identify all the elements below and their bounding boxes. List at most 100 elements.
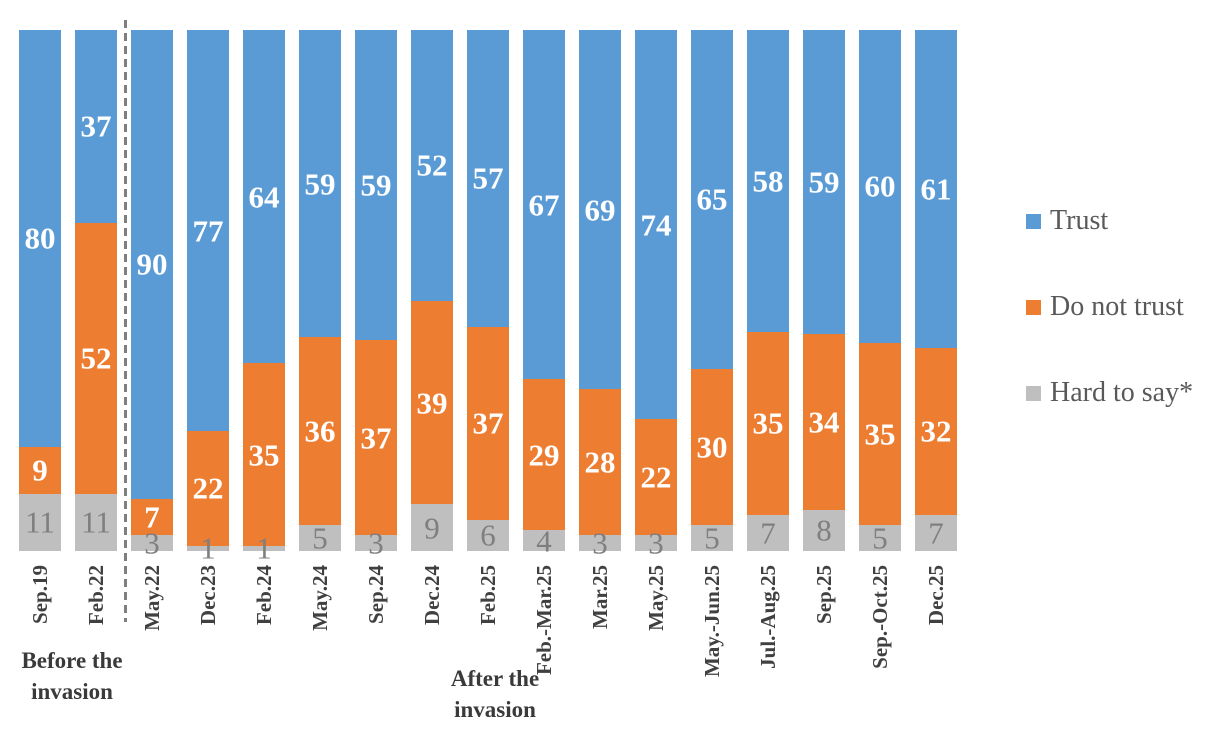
trust-segment: 90 (131, 30, 173, 499)
hard-to-say-segment: 1 (243, 533, 285, 564)
value-label: 22 (192, 470, 224, 506)
trust-segment: 58 (747, 30, 789, 333)
value-label: 59 (360, 167, 392, 203)
x-axis-label: Feb.-Mar.25 (532, 565, 556, 676)
value-label: 3 (592, 525, 608, 561)
trust-segment: 59 (803, 30, 845, 335)
do-not-trust-segment: 29 (523, 379, 565, 531)
value-label: 36 (304, 413, 336, 449)
value-label: 57 (472, 160, 504, 196)
trust-segment: 77 (187, 30, 229, 432)
bar-group: 67 29 4 (523, 30, 565, 556)
value-label: 9 (424, 510, 440, 546)
x-axis-label: Dec.24 (420, 565, 444, 626)
x-axis-label: Sep.-Oct.25 (868, 565, 892, 669)
legend-label-trust: Trust (1050, 205, 1109, 236)
legend-label-do-not-trust: Do not trust (1050, 291, 1184, 322)
bar-group: 65 30 5 (691, 30, 733, 556)
value-label: 7 (760, 515, 776, 551)
value-label: 7 (928, 515, 944, 551)
value-label: 4 (536, 523, 552, 559)
trust-segment: 69 (579, 30, 621, 390)
hard-to-say-segment: 9 (411, 504, 453, 551)
value-label: 3 (648, 525, 664, 561)
value-label: 3 (368, 525, 384, 561)
invasion-divider-line (124, 20, 127, 622)
trust-segment: 60 (859, 30, 901, 343)
hard-to-say-segment: 5 (859, 522, 901, 553)
trust-segment: 59 (299, 30, 341, 338)
do-not-trust-segment: 9 (19, 446, 61, 494)
hard-to-say-segment: 3 (131, 528, 173, 559)
x-axis-label: Feb.25 (476, 565, 500, 626)
bar-group: 80 9 11 (19, 30, 61, 551)
bar-group: 77 22 1 (187, 30, 229, 564)
value-label: 30 (696, 429, 728, 465)
hard-to-say-segment: 5 (691, 520, 733, 556)
x-axis-label: Dec.23 (196, 565, 220, 626)
value-label: 39 (416, 385, 448, 420)
x-axis-label: May.-Jun.25 (700, 565, 724, 678)
trust-swatch-icon (1026, 213, 1041, 229)
do-not-trust-segment: 35 (243, 363, 285, 546)
value-label: 67 (528, 187, 560, 223)
after-invasion-line1: After the (450, 666, 540, 691)
bar-group: 61 32 7 (915, 30, 957, 551)
value-label: 69 (584, 192, 616, 228)
legend-item-trust: Trust (1026, 206, 1193, 236)
bar-group: 58 35 7 (747, 30, 789, 551)
do-not-trust-segment: 28 (579, 389, 621, 536)
trust-segment: 57 (467, 30, 509, 327)
after-invasion-line2: invasion (454, 697, 536, 722)
value-label: 61 (920, 171, 952, 207)
value-label: 35 (864, 416, 896, 452)
value-label: 65 (696, 181, 728, 217)
x-axis-label: Sep.19 (28, 565, 52, 624)
bar-group: 90 7 3 (131, 30, 173, 559)
do-not-trust-segment: 35 (859, 342, 901, 525)
value-label: 1 (200, 530, 216, 566)
value-label: 34 (808, 404, 840, 440)
bar-group: 60 35 5 (859, 30, 901, 553)
trust-segment: 65 (691, 30, 733, 369)
trust-segment: 80 (19, 30, 61, 447)
trust-segment: 37 (75, 30, 117, 223)
do-not-trust-segment: 22 (635, 419, 677, 536)
value-label: 60 (864, 168, 896, 204)
do-not-trust-segment: 37 (355, 340, 397, 536)
legend-item-hard-to-say: Hard to say* (1026, 378, 1193, 408)
bar-group: 52 39 9 (411, 30, 453, 551)
do-not-trust-segment: 37 (467, 326, 509, 520)
value-label: 64 (248, 179, 280, 215)
before-invasion-line2: invasion (31, 679, 113, 704)
bar-group: 59 37 3 (355, 30, 397, 559)
before-invasion-line1: Before the (21, 648, 123, 673)
value-label: 28 (584, 444, 616, 480)
trust-segment: 67 (523, 30, 565, 380)
bar-group: 74 22 3 (635, 30, 677, 559)
value-label: 52 (80, 340, 112, 376)
value-label: 52 (416, 147, 448, 183)
do-not-trust-segment: 39 (411, 300, 453, 505)
value-label: 35 (752, 405, 784, 441)
value-label: 11 (81, 504, 111, 540)
hard-to-say-segment: 11 (19, 493, 61, 551)
value-label: 32 (920, 413, 952, 449)
hard-to-say-segment: 5 (299, 520, 341, 556)
value-label: 5 (312, 520, 328, 556)
do-not-trust-segment: 22 (187, 431, 229, 546)
x-axis-label: May.22 (140, 565, 164, 631)
legend-label-hard-to-say: Hard to say* (1050, 377, 1194, 408)
do-not-trust-segment: 7 (131, 498, 173, 536)
trust-segment: 74 (635, 30, 677, 420)
value-label: 29 (528, 437, 560, 473)
bar-group: 69 28 3 (579, 30, 621, 559)
value-label: 5 (704, 520, 720, 556)
do-not-trust-segment: 32 (915, 347, 957, 515)
x-axis-label: May.24 (308, 565, 332, 631)
value-label: 37 (80, 108, 112, 144)
value-label: 80 (24, 220, 56, 256)
value-label: 22 (640, 459, 672, 495)
do-not-trust-segment: 36 (299, 337, 341, 525)
trust-segment: 52 (411, 30, 453, 301)
